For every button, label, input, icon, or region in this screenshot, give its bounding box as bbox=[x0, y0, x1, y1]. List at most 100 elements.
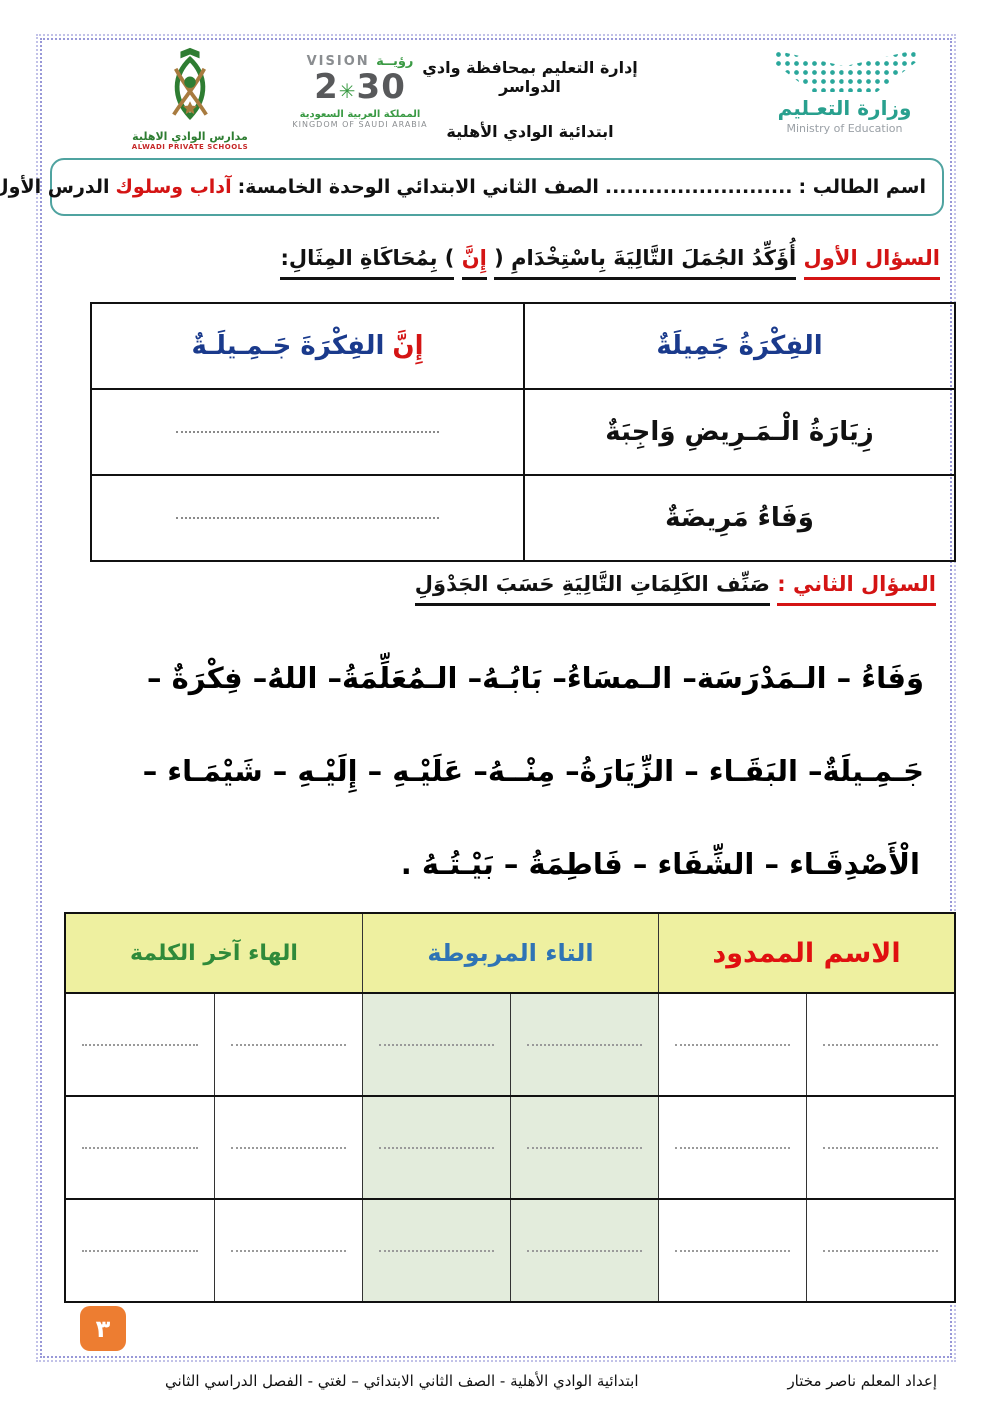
page-number-badge: ٣ bbox=[80, 1306, 126, 1351]
page-header: وزارة التعـليم Ministry of Education إدا… bbox=[42, 40, 950, 152]
grade-text: الصف الثاني الابتدائي bbox=[396, 176, 599, 198]
answer-cell[interactable] bbox=[362, 994, 510, 1095]
answer-cell[interactable] bbox=[66, 1097, 214, 1198]
answer-dotted-line[interactable] bbox=[823, 1043, 938, 1046]
answer-cell[interactable] bbox=[806, 994, 954, 1095]
table-row bbox=[66, 1097, 954, 1200]
table-row bbox=[66, 994, 954, 1097]
example-answer-rest: الفِكْرَةَ جَـمِـيلَـةٌ bbox=[191, 331, 385, 361]
ministry-dots-emblem-icon bbox=[742, 50, 947, 94]
school-logo: مدارس الوادي الاهلية ALWADI PRIVATE SCHO… bbox=[130, 44, 250, 151]
question2-heading: السؤال الثاني : صَنِّف الكَلِمَاتِ التَّ… bbox=[414, 572, 936, 606]
answer-dotted-line[interactable] bbox=[82, 1043, 198, 1046]
school-emblem-icon bbox=[172, 47, 208, 121]
kingdom-name-arabic: المملكة العربية السعودية bbox=[299, 109, 421, 120]
answer-cell[interactable] bbox=[92, 390, 523, 474]
answer-cell[interactable] bbox=[66, 994, 214, 1095]
answer-cell[interactable] bbox=[92, 476, 523, 560]
table-row: زِيَارَةُ الْـمَـرِيضِ وَاجِبَةٌ bbox=[92, 390, 954, 476]
prepared-by-text: إعداد المعلم ناصر مختار bbox=[787, 1372, 937, 1390]
answer-dotted-line[interactable] bbox=[527, 1043, 642, 1046]
school-logo-name-arabic: مدارس الوادي الاهلية bbox=[132, 130, 248, 143]
question1-text-pre: أُؤَكِّدُ الجُمَلَ التَّالِيَةَ بِاسْتِخ… bbox=[494, 246, 797, 280]
student-info-bar: اسم الطالب : .......................... … bbox=[0, 158, 944, 216]
student-name-label: اسم الطالب : bbox=[798, 176, 926, 198]
answer-dotted-line[interactable] bbox=[175, 517, 440, 519]
question1-text-post: ) بِمُحَاكَاةِ المِثَالِ: bbox=[280, 246, 455, 280]
answer-cell[interactable] bbox=[806, 1200, 954, 1301]
answer-cell[interactable] bbox=[658, 1097, 806, 1198]
answer-dotted-line[interactable] bbox=[175, 431, 440, 433]
answer-cell[interactable] bbox=[510, 1097, 658, 1198]
answer-cell[interactable] bbox=[658, 1200, 806, 1301]
vision-emblem-icon: ✳ bbox=[338, 79, 357, 103]
answer-dotted-line[interactable] bbox=[675, 1249, 790, 1252]
example-prompt-cell: الفِكْرَةُ جَمِيلَةٌ bbox=[523, 304, 954, 388]
question1-keyword: إِنَّ bbox=[461, 246, 487, 280]
answer-dotted-line[interactable] bbox=[823, 1146, 938, 1149]
ministry-name-arabic: وزارة التعـليم bbox=[777, 96, 912, 120]
student-name-blank[interactable]: .......................... bbox=[604, 176, 793, 198]
word-bank: وَفَاءُ – الـمَدْرَسَة– الـمسَاءُ– بَابُ… bbox=[56, 632, 924, 911]
unit-value: آداب وسلوك bbox=[115, 176, 232, 198]
answer-cell[interactable] bbox=[362, 1097, 510, 1198]
answer-dotted-line[interactable] bbox=[379, 1146, 494, 1149]
answer-dotted-line[interactable] bbox=[823, 1249, 938, 1252]
answer-dotted-line[interactable] bbox=[379, 1043, 494, 1046]
table-row-example: الفِكْرَةُ جَمِيلَةٌ إِنَّ الفِكْرَةَ جَ… bbox=[92, 304, 954, 390]
school-logo-name-english: ALWADI PRIVATE SCHOOLS bbox=[131, 143, 249, 151]
word-bank-line1: وَفَاءُ – الـمَدْرَسَة– الـمسَاءُ– بَابُ… bbox=[147, 661, 924, 695]
classification-table: الاسم الممدود التاء المربوطة الهاء آخر ا… bbox=[64, 912, 956, 1303]
vision-logo-top: VISION رؤيــة bbox=[306, 54, 414, 69]
answer-cell[interactable] bbox=[214, 994, 362, 1095]
answer-dotted-line[interactable] bbox=[527, 1146, 642, 1149]
answer-cell[interactable] bbox=[510, 1200, 658, 1301]
question1-heading: السؤال الأول أُؤَكِّدُ الجُمَلَ التَّالِ… bbox=[280, 246, 940, 280]
answer-dotted-line[interactable] bbox=[527, 1249, 642, 1252]
answer-dotted-line[interactable] bbox=[231, 1146, 346, 1149]
ministry-name-english: Ministry of Education bbox=[786, 122, 903, 135]
answer-cell[interactable] bbox=[214, 1097, 362, 1198]
question2-text: صَنِّف الكَلِمَاتِ التَّالِيَةِ حَسَبَ ا… bbox=[414, 572, 770, 606]
answer-dotted-line[interactable] bbox=[675, 1043, 790, 1046]
word-bank-line3: الْأَصْدِقَـاء – الشِّفَاء – فَاطِمَةُ –… bbox=[400, 847, 920, 881]
answer-dotted-line[interactable] bbox=[231, 1043, 346, 1046]
answer-dotted-line[interactable] bbox=[231, 1249, 346, 1252]
answer-dotted-line[interactable] bbox=[675, 1146, 790, 1149]
classification-table-header: الاسم الممدود التاء المربوطة الهاء آخر ا… bbox=[66, 914, 954, 994]
answer-dotted-line[interactable] bbox=[82, 1146, 198, 1149]
unit-label: الوحدة الخامسة: bbox=[237, 176, 391, 198]
example-answer-keyword: إِنَّ bbox=[392, 331, 424, 361]
vision-2030-year: 2✳30 bbox=[314, 67, 406, 107]
education-directorate-line: إدارة التعليم بمحافظة وادي الدواسر bbox=[422, 58, 638, 96]
answer-cell[interactable] bbox=[214, 1200, 362, 1301]
school-name-line: ابتدائية الوادي الأهلية bbox=[446, 122, 614, 141]
footer-course-info: ابتدائية الوادي الأهلية - الصف الثاني ال… bbox=[165, 1372, 639, 1390]
answer-cell[interactable] bbox=[362, 1200, 510, 1301]
prompt-cell: وَفَاءُ مَرِيضَةٌ bbox=[523, 476, 954, 560]
page-border: وزارة التعـليم Ministry of Education إدا… bbox=[0, 34, 956, 1362]
ministry-of-education-logo: وزارة التعـليم Ministry of Education bbox=[742, 50, 947, 135]
emphasis-exercise-table: الفِكْرَةُ جَمِيلَةٌ إِنَّ الفِكْرَةَ جَ… bbox=[90, 302, 956, 562]
prompt-cell: زِيَارَةُ الْـمَـرِيضِ وَاجِبَةٌ bbox=[523, 390, 954, 474]
column-header-taa-marbuta: التاء المربوطة bbox=[362, 914, 658, 992]
lesson-label: الدرس الأول : bbox=[0, 176, 110, 198]
answer-cell[interactable] bbox=[510, 994, 658, 1095]
column-header-haa-ending: الهاء آخر الكلمة bbox=[130, 940, 298, 966]
kingdom-name-english: KINGDOM OF SAUDI ARABIA bbox=[292, 120, 428, 129]
question1-label: السؤال الأول bbox=[803, 246, 940, 280]
vision-2030-logo: VISION رؤيــة 2✳30 المملكة العربية السعو… bbox=[290, 54, 430, 129]
column-header-extended-noun: الاسم الممدود bbox=[658, 914, 954, 992]
answer-dotted-line[interactable] bbox=[82, 1249, 198, 1252]
page-footer: إعداد المعلم ناصر مختار ابتدائية الوادي … bbox=[0, 1368, 992, 1398]
question2-label: السؤال الثاني : bbox=[777, 572, 936, 606]
answer-cell[interactable] bbox=[66, 1200, 214, 1301]
header-center-text: إدارة التعليم بمحافظة وادي الدواسر ابتدا… bbox=[420, 58, 640, 141]
answer-dotted-line[interactable] bbox=[379, 1249, 494, 1252]
word-bank-line2: جَـمِـيلَةٌ– البَقَـاء – الزِّيَارَةُ– م… bbox=[142, 754, 924, 788]
answer-cell[interactable] bbox=[658, 994, 806, 1095]
table-row: وَفَاءُ مَرِيضَةٌ bbox=[92, 476, 954, 560]
table-row bbox=[66, 1200, 954, 1301]
answer-cell[interactable] bbox=[806, 1097, 954, 1198]
